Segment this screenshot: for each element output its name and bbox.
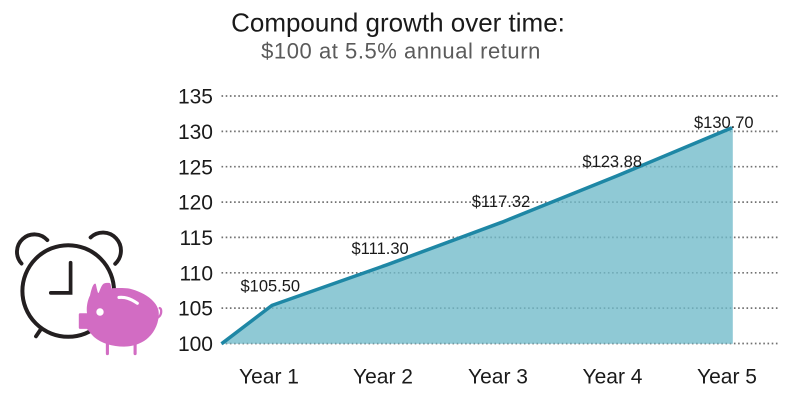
- svg-text:$123.88: $123.88: [582, 153, 642, 171]
- svg-text:$111.30: $111.30: [351, 240, 408, 258]
- svg-text:Year 5: Year 5: [697, 366, 757, 389]
- svg-text:$105.50: $105.50: [240, 278, 300, 296]
- svg-text:115: 115: [180, 227, 213, 250]
- svg-text:125: 125: [178, 156, 213, 179]
- svg-text:Compound growth over time:: Compound growth over time:: [231, 7, 565, 37]
- svg-text:Year 2: Year 2: [353, 366, 413, 389]
- svg-text:$130.70: $130.70: [694, 114, 754, 132]
- svg-text:135: 135: [178, 86, 213, 109]
- svg-text:120: 120: [178, 192, 213, 215]
- svg-text:110: 110: [180, 262, 213, 285]
- svg-text:100: 100: [178, 333, 213, 356]
- svg-text:130: 130: [178, 121, 213, 144]
- svg-text:Year 3: Year 3: [468, 366, 528, 389]
- svg-text:Year 4: Year 4: [583, 366, 643, 389]
- svg-text:105: 105: [178, 298, 213, 321]
- svg-text:Year 1: Year 1: [239, 366, 299, 389]
- svg-text:$100 at 5.5% annual return: $100 at 5.5% annual return: [261, 39, 541, 64]
- svg-text:$117.32: $117.32: [472, 193, 530, 211]
